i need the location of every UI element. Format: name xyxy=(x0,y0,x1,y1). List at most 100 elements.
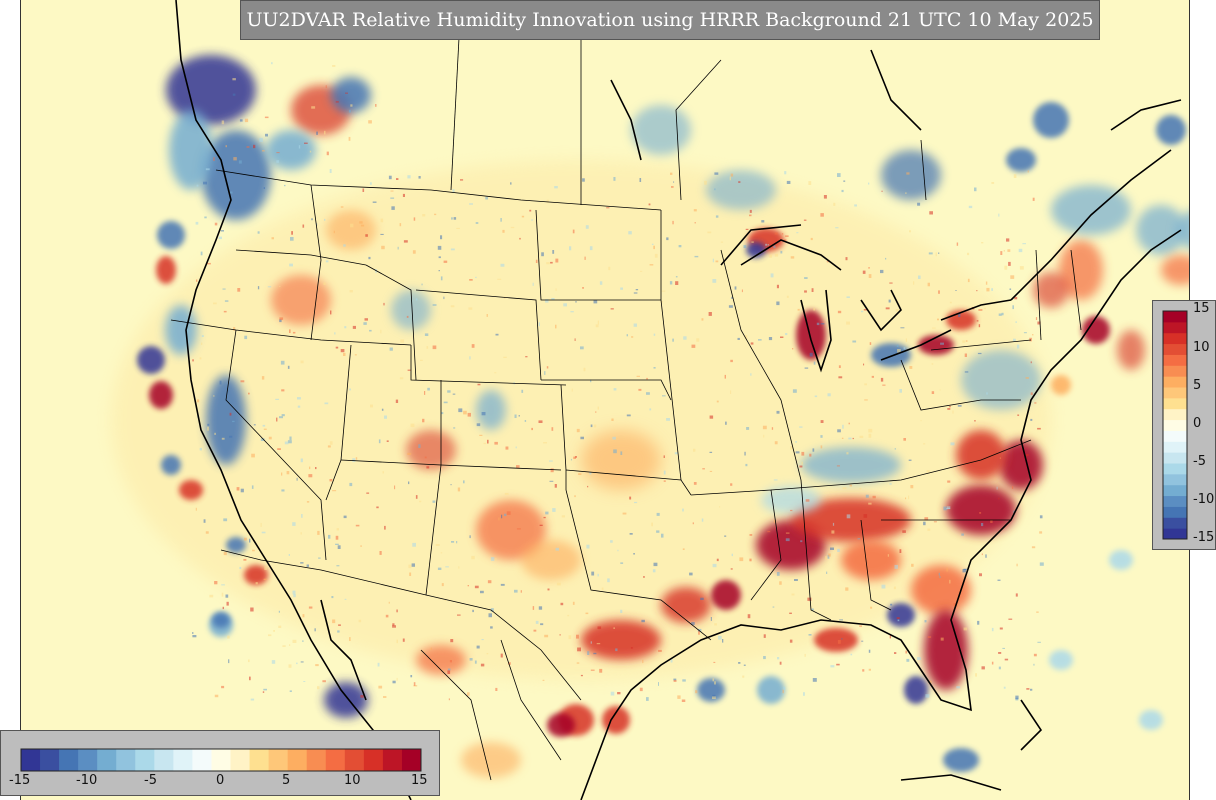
field-speckle xyxy=(518,415,520,417)
field-speckle xyxy=(390,190,394,192)
field-speckle xyxy=(227,635,230,639)
field-speckle xyxy=(939,576,941,578)
field-speckle xyxy=(549,480,554,482)
field-speckle xyxy=(893,586,896,590)
field-speckle xyxy=(681,699,686,702)
field-speckle xyxy=(897,349,901,353)
field-speckle xyxy=(696,338,700,342)
field-speckle xyxy=(317,530,320,535)
field-speckle xyxy=(495,333,499,336)
field-speckle xyxy=(998,313,1002,316)
field-speckle xyxy=(868,668,871,671)
colorbar-horizontal-band xyxy=(306,749,327,771)
field-speckle xyxy=(434,213,437,216)
field-speckle xyxy=(279,319,282,323)
field-speckle xyxy=(852,437,854,440)
field-speckle xyxy=(424,333,429,336)
field-speckle xyxy=(360,695,364,698)
field-speckle xyxy=(412,542,416,547)
field-speckle xyxy=(402,193,405,197)
field-speckle xyxy=(355,524,360,527)
field-speckle xyxy=(276,152,280,154)
innovation-blob xyxy=(924,610,968,690)
field-speckle xyxy=(282,645,286,647)
state-boundary xyxy=(220,549,582,701)
field-speckle xyxy=(903,438,906,441)
field-speckle xyxy=(958,313,961,318)
field-speckle xyxy=(394,485,396,490)
field-speckle xyxy=(223,552,227,556)
innovation-blob xyxy=(206,375,246,465)
field-speckle xyxy=(255,582,258,585)
field-speckle xyxy=(983,307,986,310)
field-speckle xyxy=(774,441,778,445)
state-boundary xyxy=(690,489,782,601)
field-speckle xyxy=(407,175,411,179)
field-speckle xyxy=(1019,266,1024,270)
field-speckle xyxy=(839,619,843,621)
field-speckle xyxy=(501,514,503,519)
field-speckle xyxy=(372,201,377,203)
field-speckle xyxy=(385,614,389,618)
field-speckle xyxy=(1037,427,1041,430)
field-speckle xyxy=(587,485,589,488)
field-speckle xyxy=(273,630,275,632)
field-speckle xyxy=(469,658,473,661)
coastline xyxy=(900,774,1002,791)
field-speckle xyxy=(593,300,598,304)
field-speckle xyxy=(257,286,260,290)
field-speckle xyxy=(781,233,784,235)
field-speckle xyxy=(304,142,308,144)
field-speckle xyxy=(714,681,716,685)
field-speckle xyxy=(780,250,783,254)
field-speckle xyxy=(324,402,329,405)
state-boundary xyxy=(225,329,327,561)
coastline xyxy=(720,224,802,266)
field-speckle xyxy=(303,681,306,682)
field-speckle xyxy=(895,309,899,312)
field-speckle xyxy=(820,420,824,423)
field-speckle xyxy=(438,270,440,272)
field-speckle xyxy=(515,446,517,449)
field-speckle xyxy=(899,389,902,393)
field-speckle xyxy=(608,266,611,271)
field-speckle xyxy=(940,342,944,345)
field-speckle xyxy=(457,487,461,492)
field-speckle xyxy=(421,283,423,286)
field-speckle xyxy=(794,579,798,581)
field-speckle xyxy=(408,481,410,485)
field-speckle xyxy=(555,258,559,263)
field-speckle xyxy=(359,221,363,224)
field-speckle xyxy=(894,564,898,569)
innovation-blob xyxy=(881,150,941,200)
field-speckle xyxy=(719,506,721,508)
field-speckle xyxy=(249,538,251,543)
innovation-blob xyxy=(1176,211,1189,249)
field-speckle xyxy=(967,252,970,256)
field-speckle xyxy=(749,534,753,536)
field-speckle xyxy=(908,459,912,461)
field-speckle xyxy=(949,301,952,304)
field-speckle xyxy=(599,668,603,673)
field-speckle xyxy=(790,256,795,259)
field-speckle xyxy=(432,304,437,306)
field-speckle xyxy=(396,639,398,644)
field-speckle xyxy=(758,339,762,341)
field-speckle xyxy=(471,344,475,348)
field-speckle xyxy=(276,417,278,422)
colorbar-vertical-band xyxy=(1163,419,1187,431)
field-speckle xyxy=(597,406,599,410)
field-speckle xyxy=(635,289,639,291)
field-speckle xyxy=(329,169,332,173)
field-speckle xyxy=(447,668,451,671)
field-speckle xyxy=(814,395,818,398)
field-speckle xyxy=(776,410,780,414)
colorbar-vertical-band xyxy=(1163,484,1187,497)
field-speckle xyxy=(585,225,589,229)
field-speckle xyxy=(678,245,682,248)
field-speckle xyxy=(725,421,727,425)
innovation-blob xyxy=(697,678,725,702)
field-speckle xyxy=(207,423,210,426)
field-speckle xyxy=(535,620,539,624)
innovation-blob xyxy=(212,612,230,628)
